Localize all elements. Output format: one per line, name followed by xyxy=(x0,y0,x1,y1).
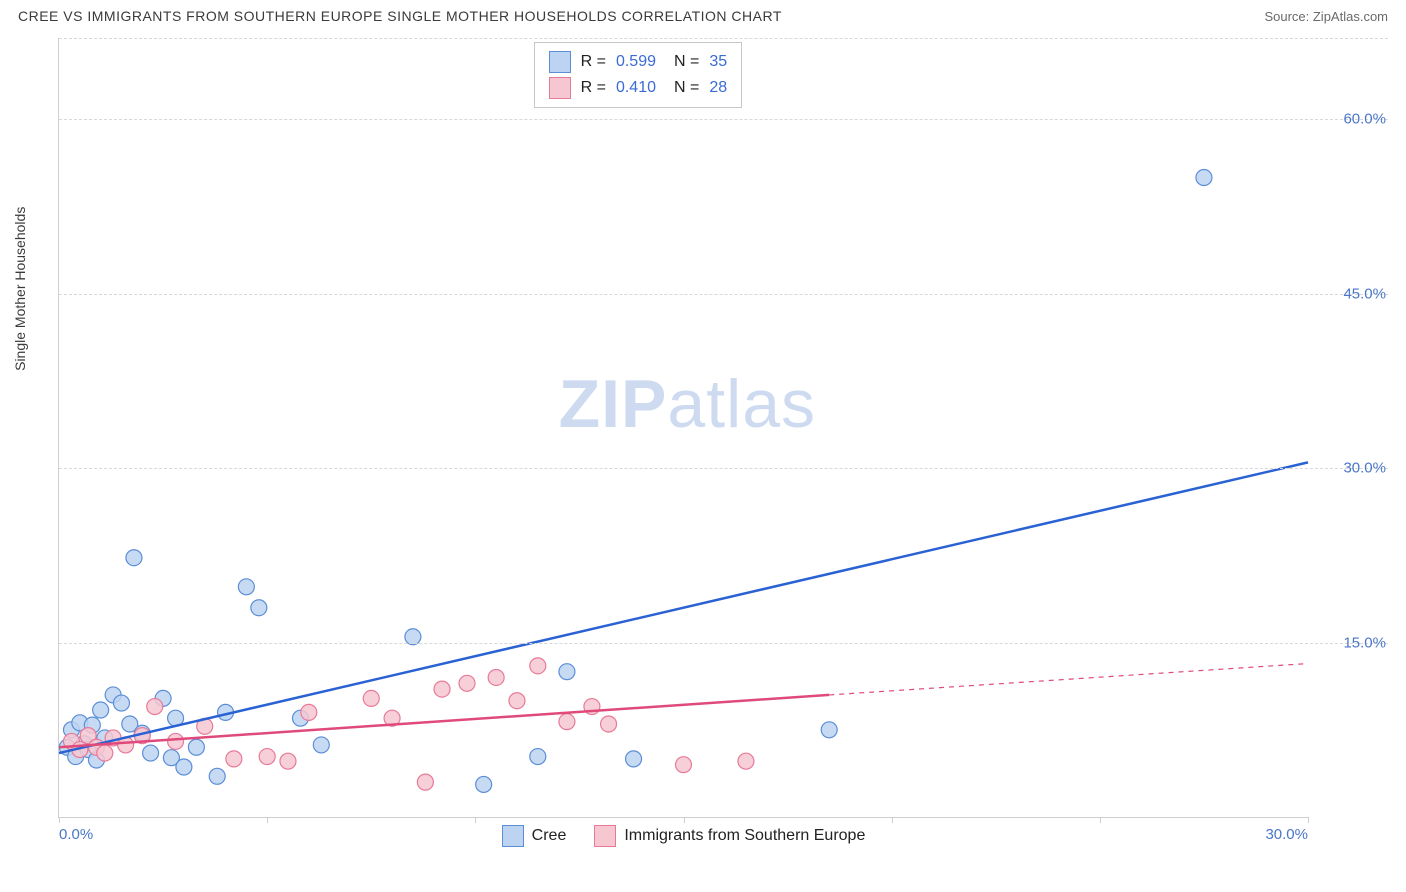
swatch-immigrants xyxy=(549,77,571,99)
chart-header: CREE VS IMMIGRANTS FROM SOUTHERN EUROPE … xyxy=(0,0,1406,34)
y-tick-label: 45.0% xyxy=(1316,285,1386,302)
y-tick-label: 30.0% xyxy=(1316,460,1386,477)
series-legend-cree: Cree xyxy=(502,825,567,847)
plot-area: ZIPatlas R = 0.599 N = 35 R = 0.410 N = … xyxy=(58,38,1308,818)
chart-source: Source: ZipAtlas.com xyxy=(1264,9,1388,24)
chart-container: Single Mother Households ZIPatlas R = 0.… xyxy=(48,38,1388,852)
y-tick-label: 15.0% xyxy=(1316,634,1386,651)
series-legend: Cree Immigrants from Southern Europe xyxy=(59,825,1308,847)
y-tick-label: 60.0% xyxy=(1316,111,1386,128)
stats-legend-row-immigrants: R = 0.410 N = 28 xyxy=(549,75,728,101)
stats-legend-row-cree: R = 0.599 N = 35 xyxy=(549,49,728,75)
series-legend-immigrants: Immigrants from Southern Europe xyxy=(594,825,865,847)
swatch-cree xyxy=(549,51,571,73)
swatch-cree-icon xyxy=(502,825,524,847)
chart-svg xyxy=(59,38,1308,817)
y-axis-label: Single Mother Households xyxy=(12,207,28,371)
x-tick-label: 30.0% xyxy=(1265,826,1308,843)
x-tick-label: 0.0% xyxy=(59,826,93,843)
stats-legend: R = 0.599 N = 35 R = 0.410 N = 28 xyxy=(534,42,743,108)
swatch-immigrants-icon xyxy=(594,825,616,847)
chart-title: CREE VS IMMIGRANTS FROM SOUTHERN EUROPE … xyxy=(18,8,782,24)
